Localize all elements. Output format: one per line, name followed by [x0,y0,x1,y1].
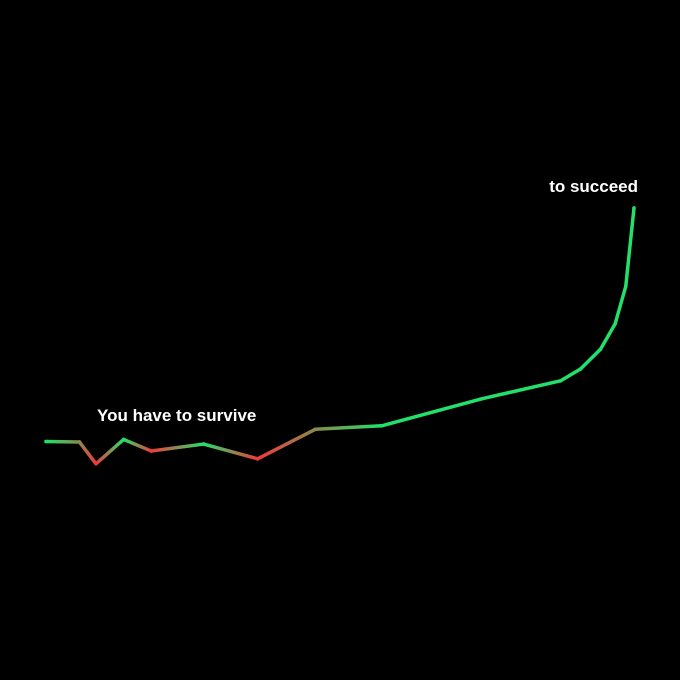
line-segment [44,439,82,444]
line-segment [201,442,260,461]
data-point [149,449,154,453]
data-point [121,437,126,442]
data-point [632,206,636,210]
line-segment [558,367,583,383]
line-segment [598,321,617,351]
data-points [44,206,636,466]
data-point [201,442,206,446]
line-segment [94,437,126,466]
data-point [479,397,484,401]
annotation-survive: You have to survive [97,406,256,425]
line-segment [149,442,206,453]
annotation-succeed: to succeed [549,177,638,196]
data-point [255,457,260,461]
data-point [77,440,82,444]
line-segment [77,440,98,466]
data-point [558,379,563,383]
growth-line [44,206,636,466]
data-point [313,427,318,432]
line-segment [313,424,384,432]
line-segment [121,437,154,453]
line-segment [624,206,636,289]
data-point [598,347,603,351]
data-point [44,439,48,444]
data-point [613,321,617,326]
data-point [578,367,583,371]
line-segment [578,347,603,371]
line-segment [479,379,563,401]
data-point [624,284,628,289]
data-point [94,462,98,466]
data-point [379,424,384,428]
line-segment [255,427,318,461]
line-segment [613,284,628,326]
line-segment [379,397,484,428]
